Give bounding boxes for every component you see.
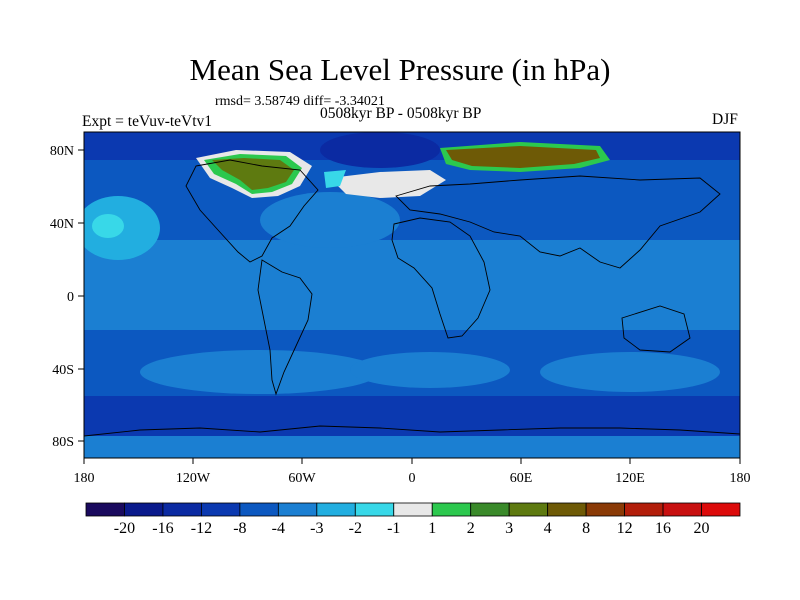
coast-south-america xyxy=(257,259,313,396)
stats-line: rmsd= 3.58749 diff= -3.34021 xyxy=(215,94,385,109)
coast-australia xyxy=(621,305,691,353)
colorbar-swatch xyxy=(85,502,125,517)
na-ice-olive xyxy=(212,158,294,190)
colorbar-swatch xyxy=(662,502,702,517)
experiment-label: Expt = teVuv-teVtv1 xyxy=(82,113,213,130)
latitude-axis: 80N 40N 0 40S 80S xyxy=(50,144,84,450)
colorbar-swatch xyxy=(547,502,587,517)
eurasia-ice-brown xyxy=(446,146,600,168)
lon-tick-0: 0 xyxy=(409,471,416,486)
south-atlantic-band xyxy=(350,352,510,388)
lon-tick-180w: 180 xyxy=(74,471,95,486)
north-atlantic-band xyxy=(260,192,400,248)
north-atlantic-white xyxy=(330,170,446,198)
colorbar-swatch xyxy=(239,502,279,517)
colorbar-swatch xyxy=(585,502,625,517)
coast-eurasia xyxy=(395,175,721,269)
colorbar-label: 3 xyxy=(505,520,514,537)
period-subtitle: 0508kyr BP - 0508kyr BP xyxy=(320,105,482,122)
longitude-axis: 180 120W 60W 0 60E 120E 180 xyxy=(74,458,751,486)
colorbar-label: 16 xyxy=(655,520,672,537)
colorbar-label: -3 xyxy=(310,520,324,537)
colorbar-label: 8 xyxy=(582,520,591,537)
map-title: Mean Sea Level Pressure (in hPa) xyxy=(189,52,611,87)
colorbar-swatch xyxy=(431,502,472,517)
lat-tick-0: 0 xyxy=(67,290,74,305)
colorbar-label: 1 xyxy=(428,520,437,537)
colorbar-swatch xyxy=(162,502,202,517)
antarctic-zone xyxy=(84,436,740,458)
lat-tick-80n: 80N xyxy=(50,144,74,159)
colorbar-label: -1 xyxy=(387,520,401,537)
colorbar-label: -8 xyxy=(233,520,247,537)
colorbar-label: 4 xyxy=(543,520,552,537)
colorbar-swatch xyxy=(470,502,510,517)
colorbar-label: 20 xyxy=(693,520,710,537)
coast-africa xyxy=(391,217,491,339)
colorbar-label: -12 xyxy=(190,520,213,537)
lat-tick-80s: 80S xyxy=(52,435,74,450)
colorbar-swatch xyxy=(624,502,664,517)
colorbar-swatch xyxy=(354,502,395,517)
colorbar-label: -16 xyxy=(152,520,174,537)
lon-tick-60e: 60E xyxy=(510,471,533,486)
coastlines xyxy=(84,159,740,437)
colorbar-label: -20 xyxy=(113,520,136,537)
map-panel xyxy=(84,132,740,458)
lon-tick-180e: 180 xyxy=(730,471,751,486)
north-atlantic-cyan xyxy=(324,170,346,188)
colorbar-swatch xyxy=(508,502,549,517)
lon-tick-120w: 120W xyxy=(176,471,211,486)
north-pacific-high-core xyxy=(92,214,124,238)
southern-ocean-band xyxy=(84,396,740,436)
lon-tick-60w: 60W xyxy=(288,471,316,486)
colorbar-swatch xyxy=(201,502,241,517)
season-label: DJF xyxy=(712,111,738,128)
arctic-deep-low xyxy=(320,132,440,168)
lon-tick-120e: 120E xyxy=(615,471,645,486)
lat-tick-40s: 40S xyxy=(52,363,74,378)
tropical-band xyxy=(84,240,740,330)
colorbar-label: -4 xyxy=(271,520,286,537)
lat-tick-40n: 40N xyxy=(50,217,74,232)
colorbar-swatch xyxy=(124,502,164,517)
colorbar-label: 2 xyxy=(466,520,475,537)
coast-antarctica xyxy=(84,425,740,437)
colorbar xyxy=(85,502,741,517)
colorbar-swatch xyxy=(277,502,318,517)
coast-north-america xyxy=(185,159,319,263)
colorbar-swatch xyxy=(701,502,741,517)
south-pacific-band xyxy=(140,350,380,394)
south-indian-band xyxy=(540,352,720,392)
colorbar-swatch xyxy=(316,502,356,517)
colorbar-label: 12 xyxy=(616,520,633,537)
colorbar-swatch xyxy=(393,502,433,517)
colorbar-label: -2 xyxy=(348,520,362,537)
